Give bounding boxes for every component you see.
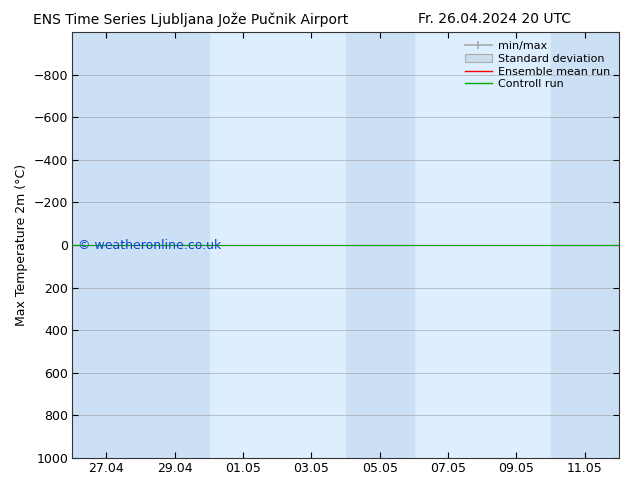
Bar <box>346 32 414 458</box>
Text: ENS Time Series Ljubljana Jože Pučnik Airport: ENS Time Series Ljubljana Jože Pučnik Ai… <box>32 12 348 27</box>
Text: © weatheronline.co.uk: © weatheronline.co.uk <box>78 239 221 252</box>
Bar <box>72 32 141 458</box>
Text: Fr. 26.04.2024 20 UTC: Fr. 26.04.2024 20 UTC <box>418 12 571 26</box>
Bar <box>551 32 619 458</box>
Bar <box>141 32 209 458</box>
Legend: min/max, Standard deviation, Ensemble mean run, Controll run: min/max, Standard deviation, Ensemble me… <box>461 38 614 93</box>
Y-axis label: Max Temperature 2m (°C): Max Temperature 2m (°C) <box>15 164 28 326</box>
